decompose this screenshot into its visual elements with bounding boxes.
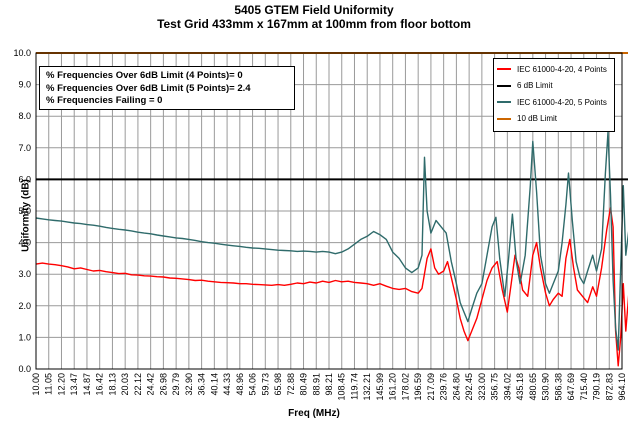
x-tick-label: 586.38: [553, 373, 563, 401]
series-line-0: [35, 207, 628, 367]
x-tick-label: 18.13: [107, 373, 117, 396]
x-tick-label: 36.34: [197, 373, 207, 396]
x-tick-label: 647.69: [566, 373, 576, 401]
y-tick-label: 8.0: [18, 111, 31, 121]
y-axis-ticks: 0.0 1.0 2.0 3.0 4.0 5.0 6.0 7.0 8.0 9.0 10.0: [13, 48, 31, 374]
x-tick-label: 964.10: [617, 373, 627, 401]
stats-line-failing: % Frequencies Failing = 0: [46, 95, 163, 106]
legend-item: 6 dB Limit: [497, 78, 611, 95]
x-tick-label: 10.00: [31, 373, 41, 396]
y-tick-label: 3.0: [18, 269, 31, 279]
x-tick-label: 356.75: [490, 373, 500, 401]
x-axis-ticks: 10.00 11.05 12.20 13.47 14.87 16.42 18.13 20.03…: [31, 373, 627, 401]
x-tick-label: 40.14: [209, 373, 219, 396]
y-tick-label: 6.0: [18, 174, 31, 184]
x-tick-label: 178.02: [400, 373, 410, 401]
x-tick-label: 72.88: [286, 373, 296, 396]
x-tick-label: 26.98: [158, 373, 168, 396]
legend-label: IEC 61000-4-20, 5 Points: [517, 97, 607, 107]
y-tick-label: 9.0: [18, 80, 31, 90]
x-tick-label: 16.42: [95, 373, 105, 396]
chart-title: 5405 GTEM Field Uniformity: [234, 3, 394, 17]
x-tick-label: 22.12: [133, 373, 143, 396]
legend-swatch: [497, 68, 511, 71]
x-tick-label: 872.83: [604, 373, 614, 401]
legend-item: IEC 61000-4-20, 4 Points: [497, 61, 611, 78]
x-tick-label: 217.09: [426, 373, 436, 401]
y-tick-label: 0.0: [18, 364, 31, 374]
x-axis-label: Freq (MHz): [288, 408, 340, 419]
x-tick-label: 11.05: [44, 373, 54, 395]
x-tick-label: 29.79: [171, 373, 181, 396]
legend: IEC 61000-4-20, 4 Points 6 dB Limit IEC …: [493, 58, 615, 132]
x-tick-label: 145.99: [375, 373, 385, 401]
stats-line-4points: % Frequencies Over 6dB Limit (4 Points)=…: [46, 70, 243, 81]
x-tick-label: 59.73: [260, 373, 270, 396]
x-tick-label: 161.20: [388, 373, 398, 401]
x-tick-label: 239.76: [439, 373, 449, 401]
y-tick-label: 2.0: [18, 301, 31, 311]
x-tick-label: 108.45: [337, 373, 347, 401]
x-tick-label: 98.21: [324, 373, 334, 396]
x-tick-label: 435.18: [515, 373, 525, 401]
legend-item: IEC 61000-4-20, 5 Points: [497, 94, 611, 111]
x-tick-label: 119.74: [349, 373, 359, 400]
x-tick-label: 323.00: [477, 373, 487, 401]
y-tick-label: 10.0: [13, 48, 31, 58]
legend-label: 10 dB Limit: [517, 114, 558, 124]
y-tick-label: 7.0: [18, 143, 31, 153]
legend-swatch: [497, 117, 511, 120]
x-tick-label: 13.47: [69, 373, 79, 396]
x-tick-label: 48.96: [235, 373, 245, 396]
x-tick-label: 394.02: [502, 373, 512, 401]
x-tick-label: 20.03: [120, 373, 130, 396]
stats-box: % Frequencies Over 6dB Limit (4 Points)=…: [39, 66, 295, 110]
x-tick-label: 132.21: [362, 373, 372, 401]
x-tick-label: 44.33: [222, 373, 232, 396]
chart-subtitle: Test Grid 433mm x 167mm at 100mm from fl…: [157, 17, 471, 31]
y-tick-label: 5.0: [18, 206, 31, 216]
stats-line-5points: % Frequencies Over 6dB Limit (5 Points)=…: [46, 82, 251, 94]
y-axis-label: Uniformity (dB): [20, 179, 32, 252]
series-line-2: [35, 131, 628, 351]
y-tick-label: 1.0: [18, 332, 31, 342]
x-tick-label: 12.20: [56, 373, 66, 396]
x-tick-label: 715.40: [579, 373, 589, 401]
x-tick-label: 32.90: [184, 373, 194, 396]
x-tick-label: 80.49: [299, 373, 309, 396]
legend-swatch: [497, 84, 511, 87]
legend-swatch: [497, 101, 511, 104]
x-tick-label: 88.91: [311, 373, 321, 396]
x-tick-label: 65.98: [273, 373, 283, 396]
x-tick-label: 790.19: [592, 373, 602, 401]
plot-frame: [35, 52, 623, 370]
x-tick-label: 24.42: [146, 373, 156, 396]
x-tick-label: 292.45: [464, 373, 474, 401]
legend-label: 6 dB Limit: [517, 81, 553, 91]
x-tick-label: 196.59: [413, 373, 423, 401]
x-tick-label: 480.65: [528, 373, 538, 401]
x-tick-label: 54.06: [248, 373, 258, 396]
y-tick-label: 4.0: [18, 238, 31, 248]
legend-item: 10 dB Limit: [497, 111, 611, 128]
x-tick-label: 264.80: [451, 373, 461, 401]
legend-label: IEC 61000-4-20, 4 Points: [517, 64, 607, 74]
x-tick-label: 530.90: [541, 373, 551, 401]
x-tick-label: 14.87: [82, 373, 92, 396]
